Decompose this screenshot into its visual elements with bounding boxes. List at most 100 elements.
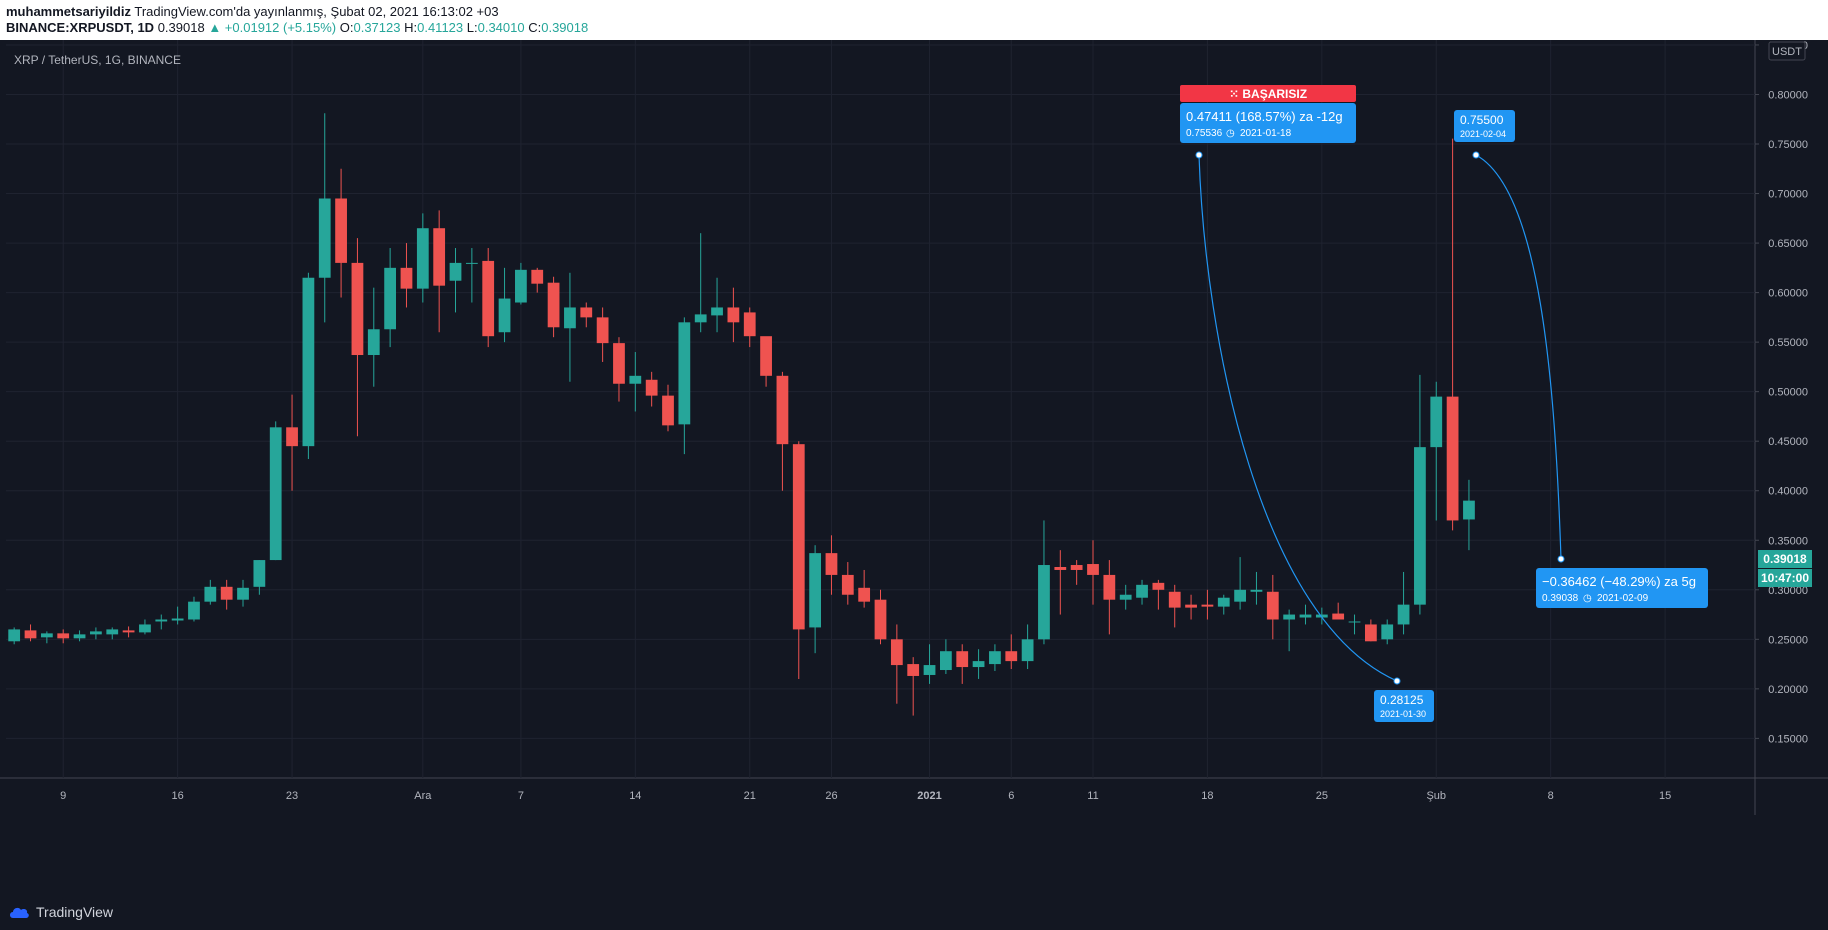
candle-body-down [727, 307, 740, 323]
candle-body-down [351, 262, 364, 356]
candlestick-chart[interactable]: XRP / TetherUS, 1G, BINANCE 9 16 23 Ara 7 14 2… [0, 40, 1828, 896]
candle-body-up [678, 322, 691, 425]
candle-body-up [694, 314, 707, 323]
author-name[interactable]: muhammetsariyildiz [6, 4, 131, 19]
footer: TradingView [0, 896, 1828, 930]
forecast-arrow-2[interactable] [1475, 154, 1562, 560]
candle-body-down [596, 317, 609, 344]
x-tick-label: 25 [1316, 790, 1328, 802]
forecast-box-4-price: 0.39038 [1542, 593, 1579, 604]
candle-body-up [90, 631, 102, 635]
forecast-arrow-1[interactable] [1198, 154, 1398, 682]
forecast-box-3-main: 0.75500 [1460, 113, 1504, 127]
publish-date: TradingView.com'da yayınlanmış, Şubat 02… [134, 4, 499, 19]
candle-body-up [1234, 589, 1246, 602]
candle-body-down [122, 630, 135, 633]
candle-body-up [564, 307, 576, 329]
forecast-box-1-date: 2021-01-18 [1240, 128, 1292, 139]
forecast-point-3[interactable] [1472, 151, 1480, 159]
candle-body-down [1185, 604, 1197, 608]
symbol-name[interactable]: BINANCE:XRPUSDT, 1D [6, 20, 155, 35]
y-tick-label: 0.15000 [1768, 733, 1808, 745]
forecast-point-4[interactable] [1557, 555, 1565, 563]
tradingview-logo[interactable]: TradingView [8, 904, 113, 920]
forecast-box-1-main: 0.47411 (168.57%) za -12g [1186, 109, 1343, 124]
low-label: L: [466, 20, 478, 35]
x-tick-label: Ara [414, 790, 432, 802]
candle-body-down [907, 664, 920, 676]
candles [8, 113, 1475, 716]
forecast-box-3[interactable] [1454, 110, 1515, 142]
candle-body-down [613, 343, 625, 384]
candle-body-up [939, 651, 952, 671]
forecast-box-2-main: 0.28125 [1380, 693, 1424, 707]
candle-body-down [662, 395, 674, 426]
y-tick-label: 0.30000 [1768, 585, 1808, 597]
forecast-box-2[interactable] [1374, 690, 1434, 722]
y-tick-label: 0.55000 [1768, 337, 1808, 349]
open-label: O: [339, 20, 354, 35]
candle-body-down [1054, 567, 1067, 570]
candle-body-up [302, 277, 315, 447]
y-tick-label: 0.75000 [1768, 139, 1808, 151]
currency-box[interactable] [1768, 41, 1806, 61]
candle-body-up [384, 267, 397, 330]
x-tick-label: 21 [744, 790, 756, 802]
candle-body-up [253, 560, 266, 587]
y-tick-label: 0.70000 [1768, 189, 1808, 201]
candle-body-up [923, 665, 936, 675]
x-tick-label: 11 [1087, 790, 1098, 802]
x-tick-label: 26 [825, 790, 837, 802]
y-axis: 0.15000 0.20000 0.25000 0.30000 0.35000 0.400… [1755, 40, 1808, 745]
x-tick-label: 23 [286, 790, 298, 802]
candle-body-up [8, 629, 21, 642]
chart-title: XRP / TetherUS, 1G, BINANCE [14, 53, 181, 67]
low-value: 0.34010 [477, 20, 525, 35]
y-tick-label: 0.80000 [1768, 89, 1808, 101]
currency-label: USDT [1772, 46, 1802, 58]
candle-body-up [498, 298, 511, 333]
x-tick-label: 14 [629, 790, 641, 802]
candle-body-up [155, 619, 168, 622]
candle-body-up [1381, 624, 1394, 640]
forecast-box-4[interactable] [1536, 568, 1708, 608]
high-value: 0.41123 [417, 20, 464, 35]
candle-body-up [237, 587, 249, 600]
last-price-tag-text: 0.39018 [1763, 552, 1807, 566]
candle-body-up [1250, 589, 1263, 592]
countdown-tag-text: 10:47:00 [1761, 571, 1809, 585]
candle-body-down [433, 228, 446, 286]
grid [0, 40, 1828, 815]
candle-body-up [171, 618, 184, 621]
candle-body-down [531, 269, 544, 284]
price-change: ▲ +0.01912 (+5.15%) [208, 20, 337, 35]
candle-body-up [1348, 621, 1361, 623]
candle-body-up [1414, 447, 1426, 605]
candle-body-down [825, 553, 838, 575]
candle-body-down [24, 630, 37, 639]
forecast-point-1[interactable] [1195, 151, 1203, 159]
forecast-box-4-main: −0.36462 (−48.29%) za 5g [1542, 574, 1696, 589]
clock-icon: ◷ [1226, 128, 1235, 139]
candle-body-up [1021, 639, 1034, 662]
x-tick-label: 7 [518, 790, 524, 802]
x-tick-label: 9 [60, 790, 66, 802]
forecast-point-2[interactable] [1393, 677, 1401, 685]
close-label: C: [528, 20, 542, 35]
candle-body-up [1136, 584, 1148, 598]
brand-name: TradingView [36, 904, 114, 920]
candle-body-down [580, 307, 593, 318]
candle-body-down [482, 260, 495, 337]
candle-body-down [1446, 396, 1459, 521]
forecast-box-4-date: 2021-02-09 [1597, 593, 1649, 604]
forecast-box-1[interactable] [1180, 103, 1356, 143]
forecast-box-2-date: 2021-01-30 [1380, 709, 1426, 719]
publish-info: muhammetsariyildiz TradingView.com'da ya… [6, 4, 499, 19]
candle-body-down [776, 375, 789, 445]
candle-body-up [1463, 500, 1475, 520]
candle-body-up [1299, 614, 1312, 618]
candle-body-down [220, 586, 233, 600]
candle-body-down [1364, 624, 1377, 642]
candle-body-down [1168, 591, 1181, 608]
